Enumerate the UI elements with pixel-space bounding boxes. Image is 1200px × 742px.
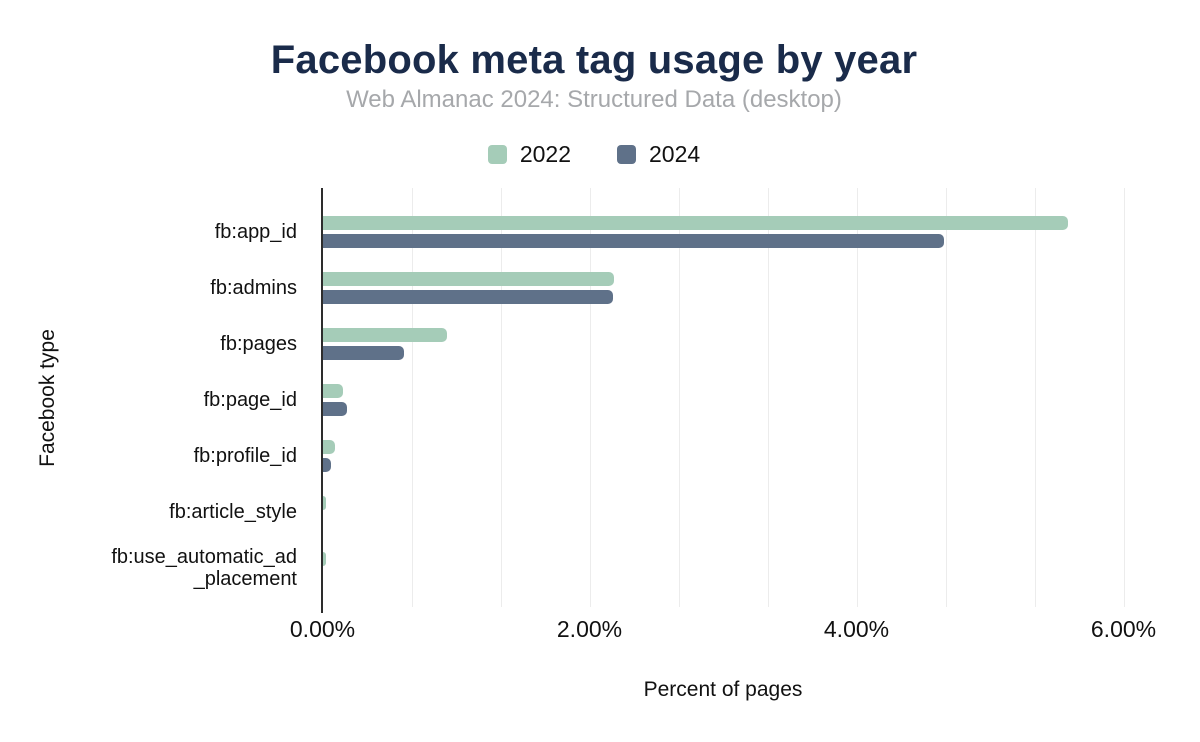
category-labels: fb:app_id fb:admins fb:pages fb:page_id fb:p…	[0, 188, 310, 607]
x-tick-label: 0.00%	[289, 616, 356, 642]
x-tick-label: 6.00%	[1090, 616, 1157, 642]
x-axis-title: Percent of pages	[643, 678, 803, 701]
bar-2024-fb:profile_id	[323, 458, 331, 472]
category-label: fb:app_id	[214, 221, 297, 243]
bar-2022-fb:app_id	[323, 216, 1068, 230]
gridline	[946, 188, 947, 607]
gridline	[768, 188, 769, 607]
bar-2024-fb:admins	[323, 290, 613, 304]
chart-title: Facebook meta tag usage by year	[270, 38, 918, 82]
x-axis-tick-labels: 0.00% 2.00% 4.00% 6.00%	[0, 616, 1200, 642]
bar-2022-fb:article_style	[323, 496, 326, 510]
bar-2022-fb:admins	[323, 272, 615, 286]
gridline	[857, 188, 858, 607]
category-label: fb:pages	[220, 333, 297, 355]
legend-item-2022: 2022	[487, 140, 571, 168]
bar-2024-fb:app_id	[323, 234, 944, 248]
category-label: fb:admins	[210, 277, 297, 299]
legend: 2022 2024	[0, 140, 1188, 168]
plot-area	[321, 188, 1159, 613]
legend-label: 2024	[649, 140, 701, 167]
bar-2022-fb:pages	[323, 328, 448, 342]
gridline	[1035, 188, 1036, 607]
gridline	[412, 188, 413, 607]
category-label: fb:use_automatic_ad _placement	[111, 546, 297, 590]
y-axis-line	[321, 188, 323, 613]
bar-2024-fb:page_id	[323, 402, 348, 416]
legend-swatch-icon	[617, 144, 636, 164]
bar-2022-fb:page_id	[323, 384, 344, 398]
legend-label: 2022	[519, 140, 571, 167]
category-label: fb:profile_id	[193, 445, 297, 467]
bar-2022-fb:use_automatic_ad	[323, 552, 326, 566]
bar-2022-fb:profile_id	[323, 440, 335, 454]
gridline	[590, 188, 591, 607]
legend-item-2024: 2024	[617, 141, 700, 168]
gridline	[501, 188, 502, 607]
category-label: fb:page_id	[203, 389, 297, 411]
chart-subtitle: Web Almanac 2024: Structured Data (deskt…	[346, 86, 842, 113]
category-label: fb:article_style	[169, 501, 297, 523]
x-tick-label: 4.00%	[823, 616, 890, 642]
gridline	[679, 188, 680, 607]
x-tick-label: 2.00%	[556, 616, 623, 642]
bar-2024-fb:pages	[323, 346, 405, 360]
legend-swatch-icon	[487, 144, 507, 164]
gridline	[1124, 188, 1125, 607]
